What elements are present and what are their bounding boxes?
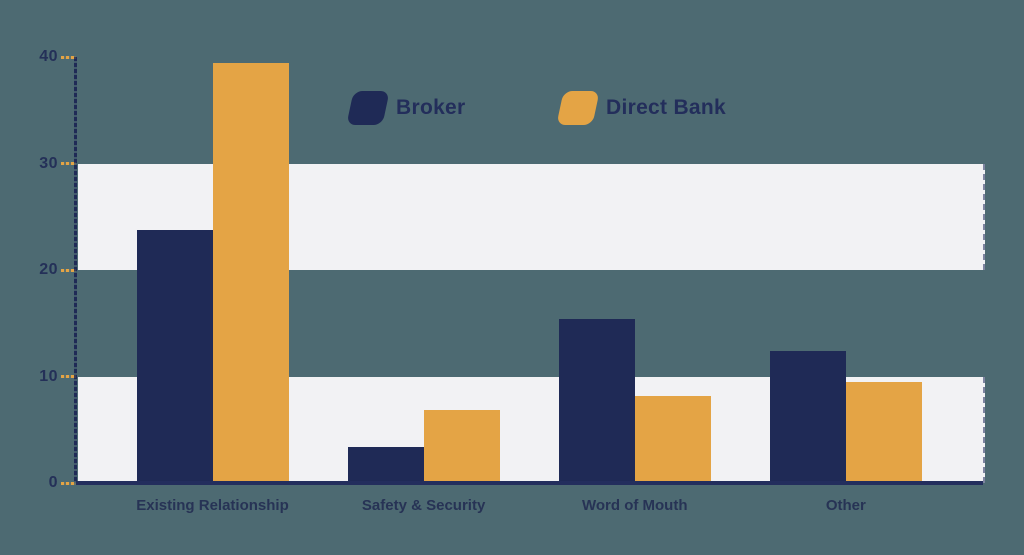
x-tick-label-other: Other bbox=[825, 497, 866, 514]
bar-direct-bank-existing-relationship bbox=[212, 63, 289, 483]
legend-item-direct-bank: Direct Bank bbox=[556, 88, 727, 128]
y-tick-label-0: 0 bbox=[48, 474, 58, 491]
bar-broker-existing-relationship bbox=[136, 229, 213, 483]
y-tick-20 bbox=[61, 268, 76, 272]
legend-label-broker: Broker bbox=[396, 96, 466, 119]
bar-direct-bank-safety-security bbox=[423, 409, 500, 483]
y-tick-label-40: 40 bbox=[39, 48, 58, 65]
x-axis-line bbox=[76, 481, 983, 485]
y-tick-label-10: 10 bbox=[39, 367, 58, 385]
bar-direct-bank-other bbox=[845, 381, 922, 483]
bar-direct-bank-word-of-mouth bbox=[634, 395, 711, 483]
bar-broker-word-of-mouth bbox=[558, 318, 635, 483]
legend: Broker Direct Bank bbox=[0, 88, 1024, 128]
direct-bank-swatch-icon bbox=[556, 91, 600, 125]
bar-broker-other bbox=[769, 350, 846, 483]
y-tick-label-30: 30 bbox=[39, 154, 58, 172]
broker-swatch-icon bbox=[346, 91, 390, 125]
y-tick-0 bbox=[61, 481, 76, 485]
y-tick-40 bbox=[61, 55, 76, 59]
legend-item-broker: Broker bbox=[346, 88, 466, 128]
y-tick-30 bbox=[61, 162, 76, 165]
legend-label-direct-bank: Direct Bank bbox=[606, 96, 727, 119]
y-tick-10 bbox=[61, 375, 76, 378]
y-tick-label-20: 20 bbox=[39, 261, 58, 278]
x-tick-label-existing-relationship: Existing Relationship bbox=[136, 497, 289, 514]
bar-broker-safety-security bbox=[347, 446, 424, 483]
x-tick-label-safety-security: Safety & Security bbox=[361, 497, 486, 514]
x-tick-label-word-of-mouth: Word of Mouth bbox=[581, 497, 688, 514]
